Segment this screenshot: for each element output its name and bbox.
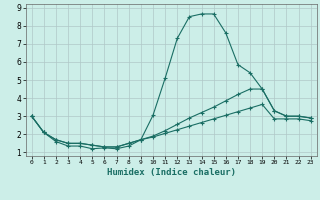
X-axis label: Humidex (Indice chaleur): Humidex (Indice chaleur) bbox=[107, 168, 236, 177]
